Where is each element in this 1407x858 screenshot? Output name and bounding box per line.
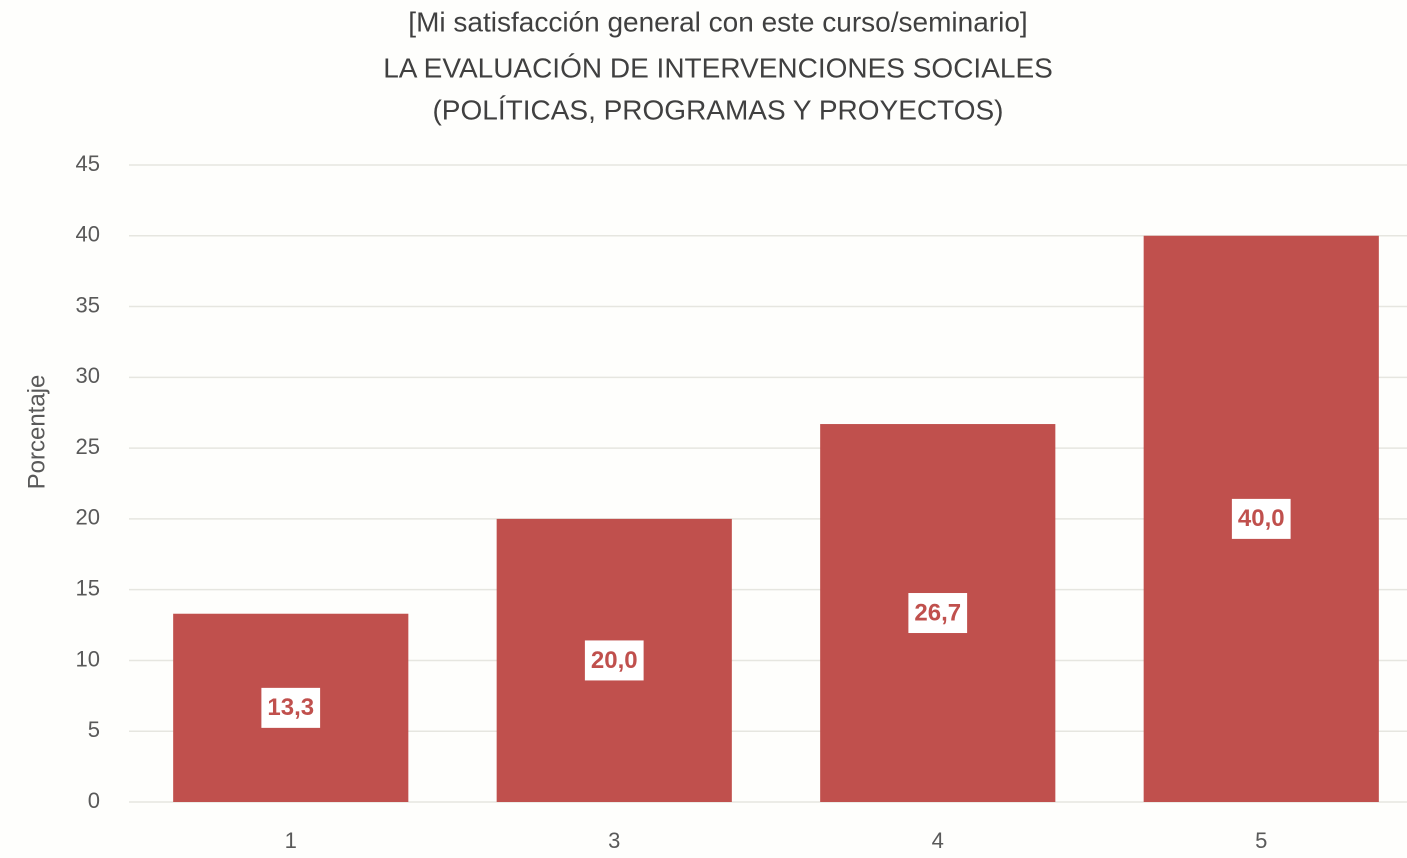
y-tick-label: 20 (76, 505, 100, 530)
x-tick-label: 3 (608, 828, 620, 853)
data-label-box (908, 593, 968, 634)
y-tick-label: 15 (76, 575, 100, 600)
y-tick-label: 5 (88, 717, 100, 742)
y-tick-label: 40 (76, 222, 100, 247)
data-label-box (584, 640, 644, 681)
data-label: 40,0 (1238, 505, 1285, 532)
chart-title: [Mi satisfacción general con este curso/… (408, 6, 1027, 37)
data-label-box (261, 687, 321, 728)
y-axis-label: Porcentaje (23, 375, 50, 490)
x-tick-label: 4 (932, 828, 944, 853)
x-tick-label: 1 (285, 828, 297, 853)
data-label: 20,0 (591, 647, 638, 674)
y-tick-label: 45 (76, 151, 100, 176)
data-label: 26,7 (914, 599, 961, 626)
chart-title: LA EVALUACIÓN DE INTERVENCIONES SOCIALES (383, 52, 1053, 83)
y-tick-label: 30 (76, 363, 100, 388)
y-tick-label: 35 (76, 292, 100, 317)
y-tick-label: 10 (76, 646, 100, 671)
data-label: 13,3 (267, 694, 314, 721)
y-tick-label: 25 (76, 434, 100, 459)
x-tick-label: 5 (1255, 828, 1267, 853)
y-tick-label: 0 (88, 788, 100, 813)
chart-title: (POLÍTICAS, PROGRAMAS Y PROYECTOS) (432, 94, 1003, 125)
data-label-box (1231, 498, 1291, 539)
